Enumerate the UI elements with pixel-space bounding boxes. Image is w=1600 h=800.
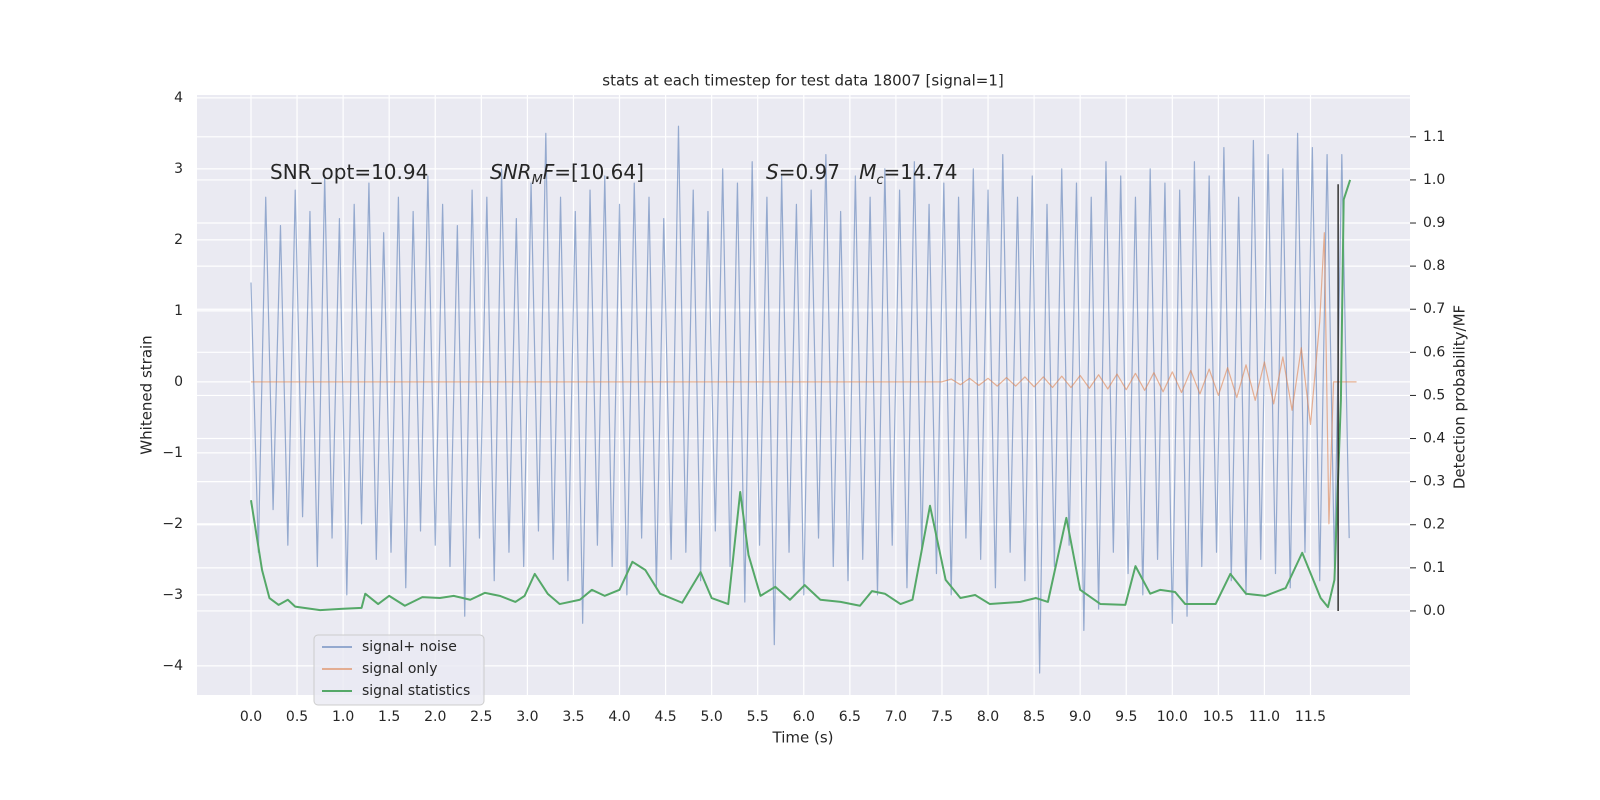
- x-tick-label: 6.0: [793, 709, 815, 725]
- x-tick-label: 8.5: [1023, 709, 1045, 725]
- annotation-part: S: [766, 160, 779, 184]
- x-tick-label: 2.0: [424, 709, 446, 725]
- annotation: SNR_opt=10.94: [270, 160, 428, 184]
- y-tick-label: −1: [162, 445, 183, 461]
- x-tick-label: 3.5: [562, 709, 584, 725]
- y-axis-label: Whitened strain: [138, 335, 156, 454]
- annotation: S=0.97 Mc=14.74: [766, 160, 958, 189]
- x-tick-label: 1.5: [378, 709, 400, 725]
- x-tick-label: 3.0: [516, 709, 538, 725]
- y2-tick-label: 0.5: [1423, 387, 1445, 403]
- y2-tick-label: 0.2: [1423, 517, 1445, 533]
- x-tick-label: 9.5: [1115, 709, 1137, 725]
- x-tick-label: 5.5: [747, 709, 769, 725]
- x-tick-label: 2.5: [470, 709, 492, 725]
- annotation-part: SNR: [490, 160, 532, 184]
- y-tick-label: 1: [174, 303, 183, 319]
- x-tick-label: 0.0: [240, 709, 262, 725]
- legend-label: signal only: [362, 661, 437, 677]
- annotation-part: =14.74: [884, 160, 958, 184]
- x-tick-label: 7.0: [885, 709, 907, 725]
- annotation-part: =[10.64]: [554, 160, 644, 184]
- legend-label: signal+ noise: [362, 639, 457, 655]
- annotation-part: =0.97: [779, 160, 859, 184]
- series-line: [250, 179, 1352, 612]
- x-tick-label: 9.0: [1069, 709, 1091, 725]
- x-tick-label: 1.0: [332, 709, 354, 725]
- x-tick-label: 0.5: [286, 709, 308, 725]
- series-line: [250, 232, 1357, 525]
- annotation-part: F: [543, 160, 555, 184]
- y-tick-label: 4: [174, 90, 183, 106]
- y2-tick-label: 0.0: [1423, 603, 1445, 619]
- y2-tick-label: 0.1: [1423, 560, 1445, 576]
- x-tick-label: 4.0: [608, 709, 630, 725]
- chart-title: stats at each timestep for test data 180…: [602, 72, 1003, 90]
- x-tick-label: 10.0: [1157, 709, 1188, 725]
- legend-frame: [313, 634, 485, 706]
- y2-tick-label: 0.4: [1423, 431, 1445, 447]
- x-tick-label: 5.0: [701, 709, 723, 725]
- x-tick-label: 6.5: [839, 709, 861, 725]
- annotation: SNRMF=[10.64]: [490, 160, 644, 189]
- y2-tick-label: 0.6: [1423, 344, 1445, 360]
- y2-tick-label: 1.0: [1423, 172, 1445, 188]
- y2-tick-label: 0.3: [1423, 474, 1445, 490]
- annotation-part: M: [859, 160, 876, 184]
- plot-data: [250, 125, 1357, 674]
- y2-tick-label: 0.8: [1423, 258, 1445, 274]
- y-tick-label: 3: [174, 161, 183, 177]
- y-tick-label: 2: [174, 232, 183, 248]
- axes: 0.0 0.5 1.0 1.5 2.0 2.5 3.0 3.5 4.0 4.5 5.0 5.5 6.0 6…: [162, 90, 1445, 725]
- x-tick-label: 8.0: [977, 709, 999, 725]
- x-tick-label: 7.5: [931, 709, 953, 725]
- annotation-part: SNR_opt=10.94: [270, 160, 428, 184]
- x-tick-label: 4.5: [654, 709, 676, 725]
- y2-tick-label: 0.9: [1423, 215, 1445, 231]
- x-tick-label: 10.5: [1203, 709, 1234, 725]
- x-axis-label: Time (s): [772, 729, 834, 747]
- y2-tick-label: 1.1: [1423, 129, 1445, 145]
- y2-axis-label: Detection probability/MF: [1451, 305, 1469, 489]
- legend-label: signal statistics: [362, 683, 470, 699]
- series-line: [250, 125, 1350, 674]
- x-tick-label: 11.5: [1295, 709, 1326, 725]
- x-tick-label: 11.0: [1249, 709, 1280, 725]
- annotation-part: M: [532, 173, 543, 188]
- y-tick-label: −4: [162, 658, 183, 674]
- y-tick-label: −2: [162, 516, 183, 532]
- y2-tick-label: 0.7: [1423, 301, 1445, 317]
- y-tick-label: −3: [162, 587, 183, 603]
- y-tick-label: 0: [174, 374, 183, 390]
- annotation-part: c: [876, 173, 883, 188]
